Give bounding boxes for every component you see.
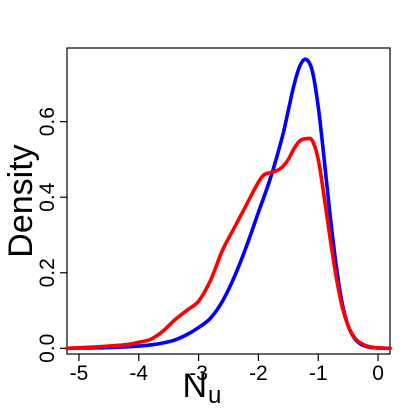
- x-tick-label: -3: [189, 362, 208, 385]
- series-line-1: [65, 136, 392, 351]
- x-tick-label: -2: [249, 362, 268, 385]
- y-axis-title: Density: [2, 144, 40, 257]
- x-tick-label: -5: [70, 362, 89, 385]
- y-tick-label: 0.4: [36, 182, 59, 212]
- plot-frame: [66, 47, 391, 355]
- series-layer: [65, 57, 392, 351]
- x-axis-title-subscript: u: [208, 382, 221, 409]
- y-axis: 0.0 0.2 0.4 0.6: [36, 107, 67, 363]
- x-axis-title: N: [182, 367, 207, 405]
- x-tick-label: 0: [372, 362, 384, 385]
- y-tick-label: 0.6: [36, 107, 59, 136]
- x-tick-label: -4: [129, 362, 148, 385]
- y-tick-label: 0.0: [36, 334, 59, 363]
- x-tick-label: -1: [309, 362, 328, 385]
- x-axis: -5 -4 -3 -2 -1 0: [70, 354, 384, 385]
- y-tick-label: 0.2: [36, 258, 59, 287]
